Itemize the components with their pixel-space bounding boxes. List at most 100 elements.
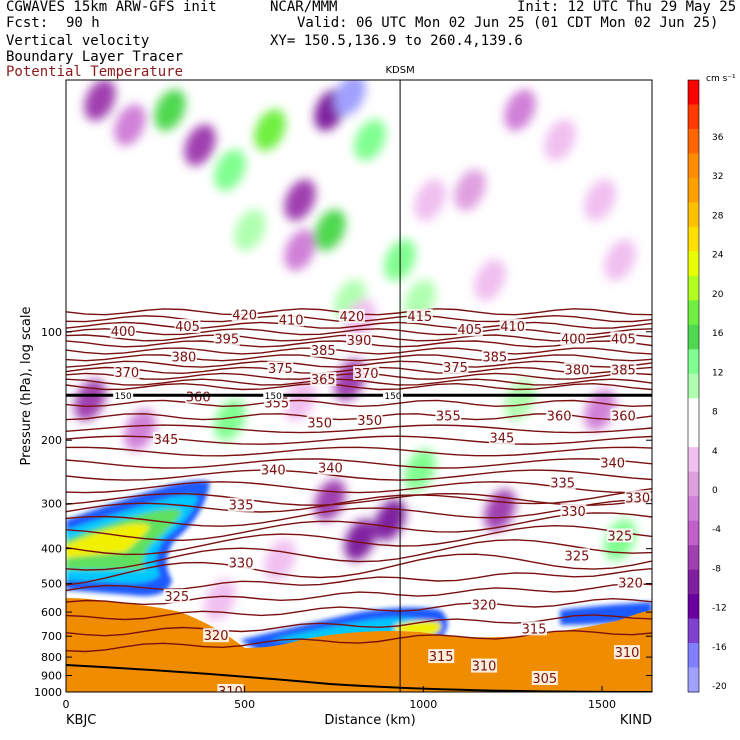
colorbar-label: 24	[712, 251, 724, 261]
theta-label-bg	[174, 319, 201, 334]
theta-label-bg	[260, 462, 287, 477]
colorbar: 36 32 28 24 20 16 12 8 4 0 -4 -8 -12 -16 -20	[687, 79, 727, 693]
theta-contour	[66, 488, 652, 513]
theta-contour	[66, 582, 652, 606]
colorbar-swatch	[688, 275, 699, 301]
y-tick-label: 300	[41, 498, 62, 511]
theta-label-bg	[353, 366, 380, 381]
theta-contour	[66, 328, 652, 336]
colorbar-swatch	[688, 349, 699, 375]
velocity-blob	[484, 489, 516, 531]
theta-label-bg	[356, 413, 383, 428]
theta-label: 360	[547, 410, 572, 425]
velocity-blob	[184, 124, 216, 166]
velocity-blob	[254, 109, 286, 151]
theta-label-bg	[610, 331, 637, 346]
theta-label: 360	[186, 390, 211, 405]
theta-label: 365	[311, 373, 336, 388]
theta-label: 400	[111, 325, 136, 340]
theta-label-bg	[217, 684, 244, 692]
theta-label-bg	[471, 658, 498, 673]
theta-label: 420	[339, 310, 364, 325]
theta-label-bg	[456, 322, 483, 337]
theta-label: 405	[457, 323, 482, 338]
colorbar-label: 36	[712, 133, 724, 143]
theta-label-bg	[153, 432, 180, 447]
velocity-blob	[344, 519, 376, 561]
theta-label-bg	[267, 361, 294, 376]
theta-label-bg	[606, 528, 633, 543]
velocity-blob	[74, 379, 106, 421]
theta-label: 325	[565, 549, 590, 564]
theta-label-bg	[317, 460, 344, 475]
station-label: KDSM	[385, 65, 414, 76]
theta-label-bg	[521, 621, 548, 636]
theta-label-bg	[170, 349, 197, 364]
colorbar-frame	[687, 79, 700, 693]
theta-label: 405	[175, 320, 200, 335]
y-tick-label: 400	[41, 543, 62, 556]
init-time: Init: 12 UTC Thu 29 May 25	[517, 0, 737, 15]
theta-label: 335	[550, 477, 575, 492]
tropopause-label: 150	[384, 392, 401, 402]
theta-label: 345	[490, 432, 515, 447]
theta-label: 345	[154, 433, 179, 448]
theta-label: 325	[607, 529, 632, 544]
theta-label-bg	[599, 455, 626, 470]
theta-label: 420	[232, 308, 257, 323]
theta-contour	[66, 382, 652, 391]
y-tick-label: 800	[41, 651, 62, 664]
theta-label: 350	[307, 417, 332, 432]
surface-line	[66, 664, 652, 692]
theta-label-bg	[471, 597, 498, 612]
colorbar-swatch	[688, 447, 699, 473]
theta-label-bg	[338, 309, 365, 324]
velocity-blob	[154, 89, 186, 131]
y-tick-label: 1000	[34, 686, 62, 699]
theta-label-bg	[563, 548, 590, 563]
colorbar-swatch	[688, 128, 699, 154]
colorbar-swatch	[688, 177, 699, 203]
theta-contour	[66, 378, 652, 386]
y-tick-label: 900	[41, 670, 62, 683]
velocity-blob	[214, 149, 246, 191]
theta-label: 310	[218, 685, 243, 700]
velocity-blob	[504, 89, 536, 131]
xy-range: XY= 150.5,136.9 to 260.4,139.6	[270, 33, 523, 49]
theta-label-bg	[163, 589, 190, 604]
y-tick-label: 100	[41, 326, 62, 339]
theta-label: 340	[318, 462, 343, 477]
tropopause-label-bg	[382, 390, 403, 401]
velocity-blob	[124, 409, 156, 451]
tropopause-label-bg	[113, 390, 134, 401]
theta-label-bg	[306, 415, 333, 430]
left-endpoint-label: KBJC	[66, 713, 96, 728]
theta-label-bg	[428, 649, 455, 664]
velocity-blob	[414, 179, 446, 221]
theta-label: 330	[561, 505, 586, 520]
theta-label: 325	[164, 590, 189, 605]
theta-label-bg	[610, 362, 637, 377]
theta-label-bg	[560, 503, 587, 518]
theta-contour	[66, 512, 652, 542]
colorbar-swatch	[688, 80, 699, 105]
theta-label: 395	[214, 332, 239, 347]
theta-label: 305	[532, 672, 557, 687]
x-axis-label: Distance (km)	[324, 713, 415, 728]
theta-label-bg	[531, 670, 558, 685]
theta-label-bg	[560, 331, 587, 346]
theta-label-bg	[310, 342, 337, 357]
theta-label: 390	[347, 334, 372, 349]
velocity-blob	[454, 169, 486, 211]
colorbar-swatch	[688, 569, 699, 595]
colorbar-label: 12	[712, 368, 723, 378]
velocity-blob	[264, 539, 296, 581]
x-tick-label: 500	[234, 698, 255, 711]
theta-contour	[66, 360, 652, 368]
velocity-blob	[544, 119, 576, 161]
theta-contour	[66, 492, 652, 506]
colorbar-swatch	[688, 667, 699, 693]
colorbar-swatch	[688, 324, 699, 350]
velocity-blob	[234, 209, 266, 251]
terrain-fill	[66, 598, 652, 692]
